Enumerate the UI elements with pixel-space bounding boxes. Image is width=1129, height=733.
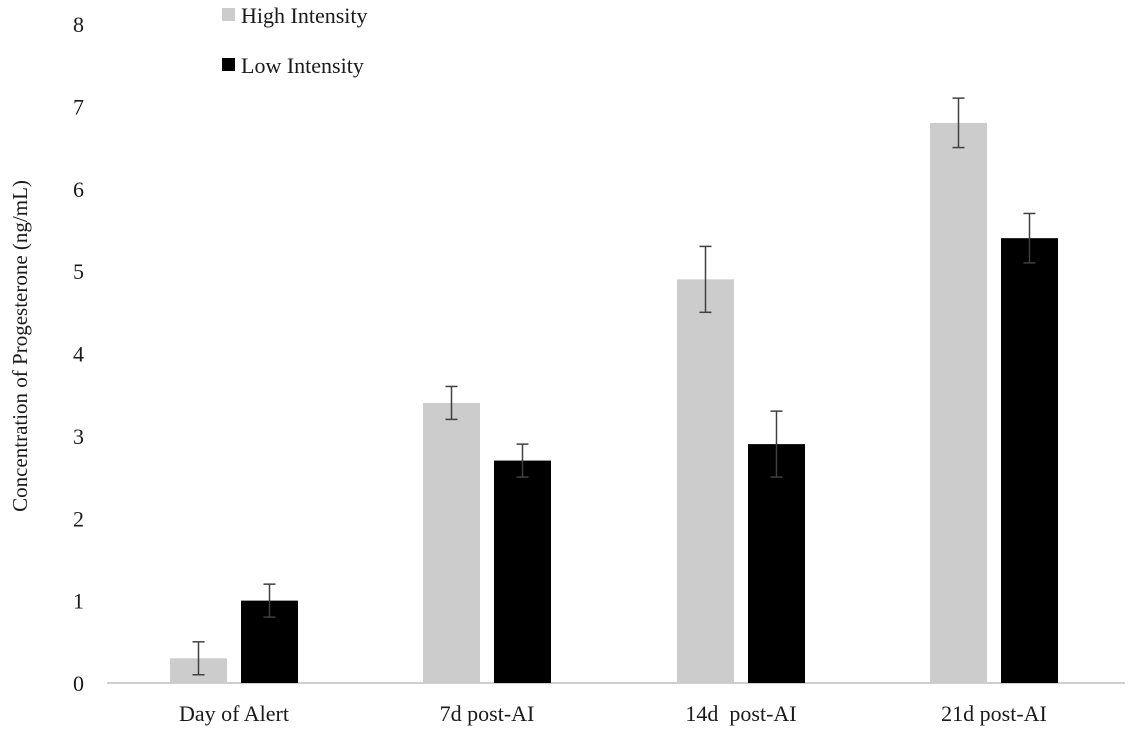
error-bar <box>516 443 529 478</box>
low-intensity-bar <box>494 460 551 683</box>
y-tick-labels: 0 1 2 3 4 5 6 7 8 <box>73 12 84 696</box>
error-bar <box>192 641 205 676</box>
bars-layer <box>170 122 1058 684</box>
y-tick-label: 8 <box>73 12 84 37</box>
y-tick-label: 7 <box>73 94 84 119</box>
y-tick-label: 2 <box>73 506 84 531</box>
error-bars-layer <box>192 97 1036 676</box>
y-tick-label: 0 <box>73 671 84 696</box>
error-bar <box>952 97 965 149</box>
error-bar <box>699 245 712 314</box>
x-tick-label: 21d post-AI <box>941 701 1047 726</box>
legend-swatch <box>222 58 235 71</box>
high-intensity-bar <box>930 122 987 684</box>
error-bar <box>263 583 276 618</box>
legend-label: Low Intensity <box>241 53 364 78</box>
legend: High Intensity Low Intensity <box>222 3 368 78</box>
error-bar <box>445 385 458 421</box>
y-tick-label: 1 <box>73 589 84 614</box>
legend-item: High Intensity <box>222 3 368 28</box>
legend-item: Low Intensity <box>222 53 364 78</box>
high-intensity-bar <box>423 402 480 683</box>
x-tick-label: 14d post-AI <box>685 701 796 726</box>
y-tick-label: 5 <box>73 259 84 284</box>
y-tick-label: 4 <box>73 342 84 367</box>
y-tick-label: 3 <box>73 424 84 449</box>
low-intensity-bar <box>1001 238 1058 684</box>
y-axis-title-group: Concentration of Progesterone (ng/mL) <box>8 180 32 512</box>
legend-label: High Intensity <box>241 3 368 28</box>
error-bar <box>770 410 783 478</box>
legend-swatch <box>222 8 235 21</box>
x-tick-label: Day of Alert <box>179 701 289 726</box>
error-bar <box>1023 212 1036 264</box>
x-tick-labels: Day of Alert 7d post-AI 14d post-AI 21d pos… <box>179 701 1047 726</box>
y-axis-title: Concentration of Progesterone (ng/mL) <box>8 180 32 512</box>
x-tick-label: 7d post-AI <box>440 701 535 726</box>
low-intensity-bar <box>748 444 805 683</box>
high-intensity-bar <box>677 279 734 683</box>
y-tick-label: 6 <box>73 177 84 202</box>
